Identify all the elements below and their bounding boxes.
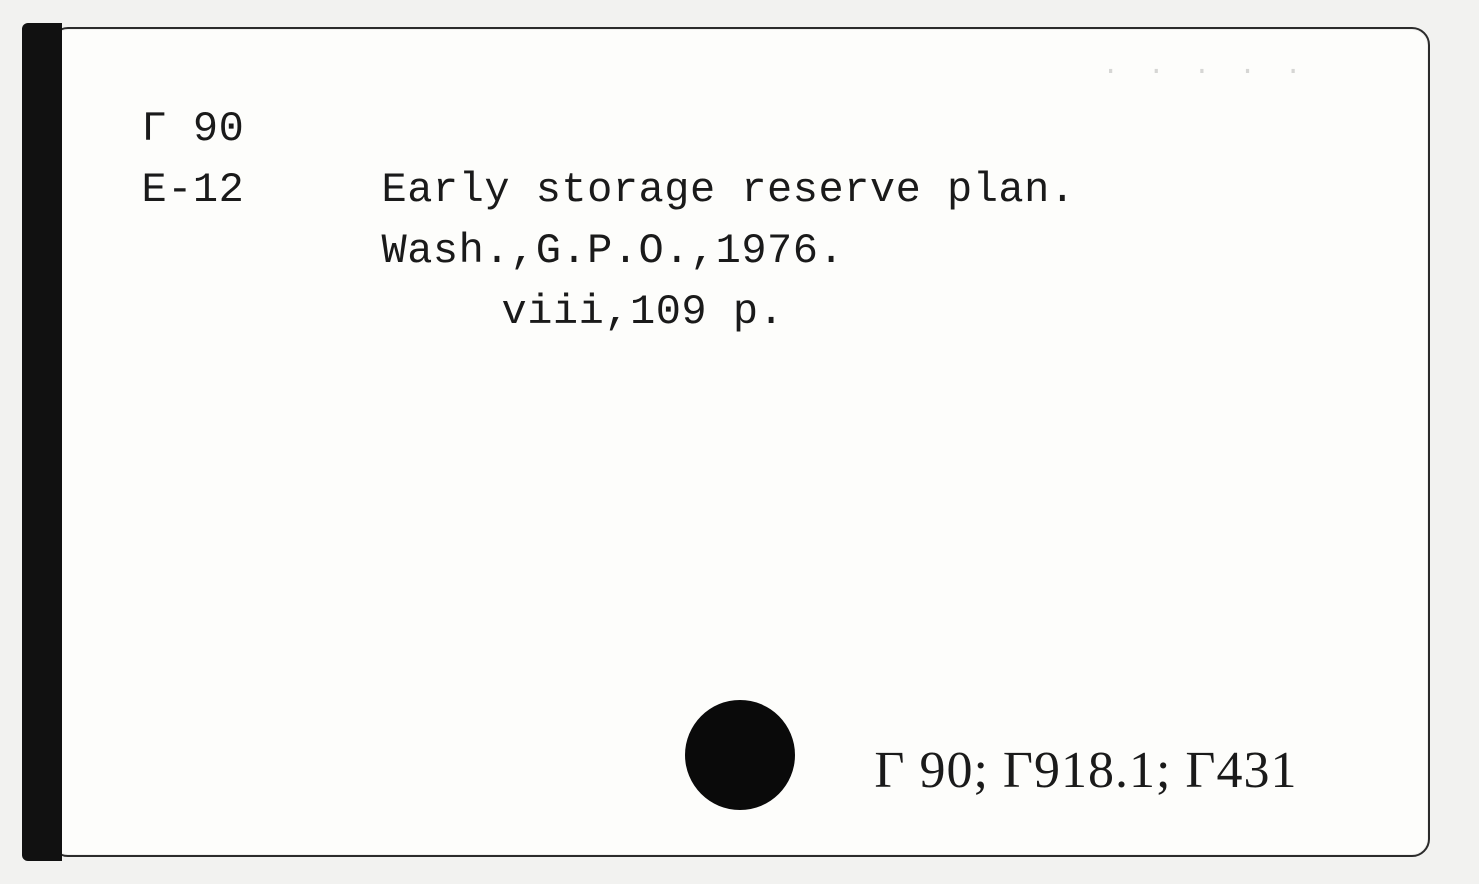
call-number-line2: E-12 xyxy=(142,160,382,221)
row-1: Г 90 xyxy=(142,99,1358,160)
row-4: viii,109 p. xyxy=(142,282,1358,343)
collation-line: viii,109 p. xyxy=(382,282,1358,343)
film-edge xyxy=(22,23,62,861)
handwritten-shelfmark: Г 90; Г918.1; Г431 xyxy=(874,741,1297,800)
catalog-card: . . . . . Г 90 E-12 Early storage reserv… xyxy=(50,27,1430,857)
punch-hole xyxy=(685,700,795,810)
scan-noise: . . . . . xyxy=(1102,51,1307,82)
call-number-line1: Г 90 xyxy=(142,99,382,160)
title-line: Early storage reserve plan. xyxy=(382,160,1358,221)
shelfmark-text: Г 90; Г918.1; Г431 xyxy=(874,741,1297,800)
imprint-line: Wash.,G.P.O.,1976. xyxy=(382,221,1358,282)
row-3: Wash.,G.P.O.,1976. xyxy=(142,221,1358,282)
row-2: E-12 Early storage reserve plan. xyxy=(142,160,1358,221)
card-content: Г 90 E-12 Early storage reserve plan. Wa… xyxy=(142,99,1358,343)
